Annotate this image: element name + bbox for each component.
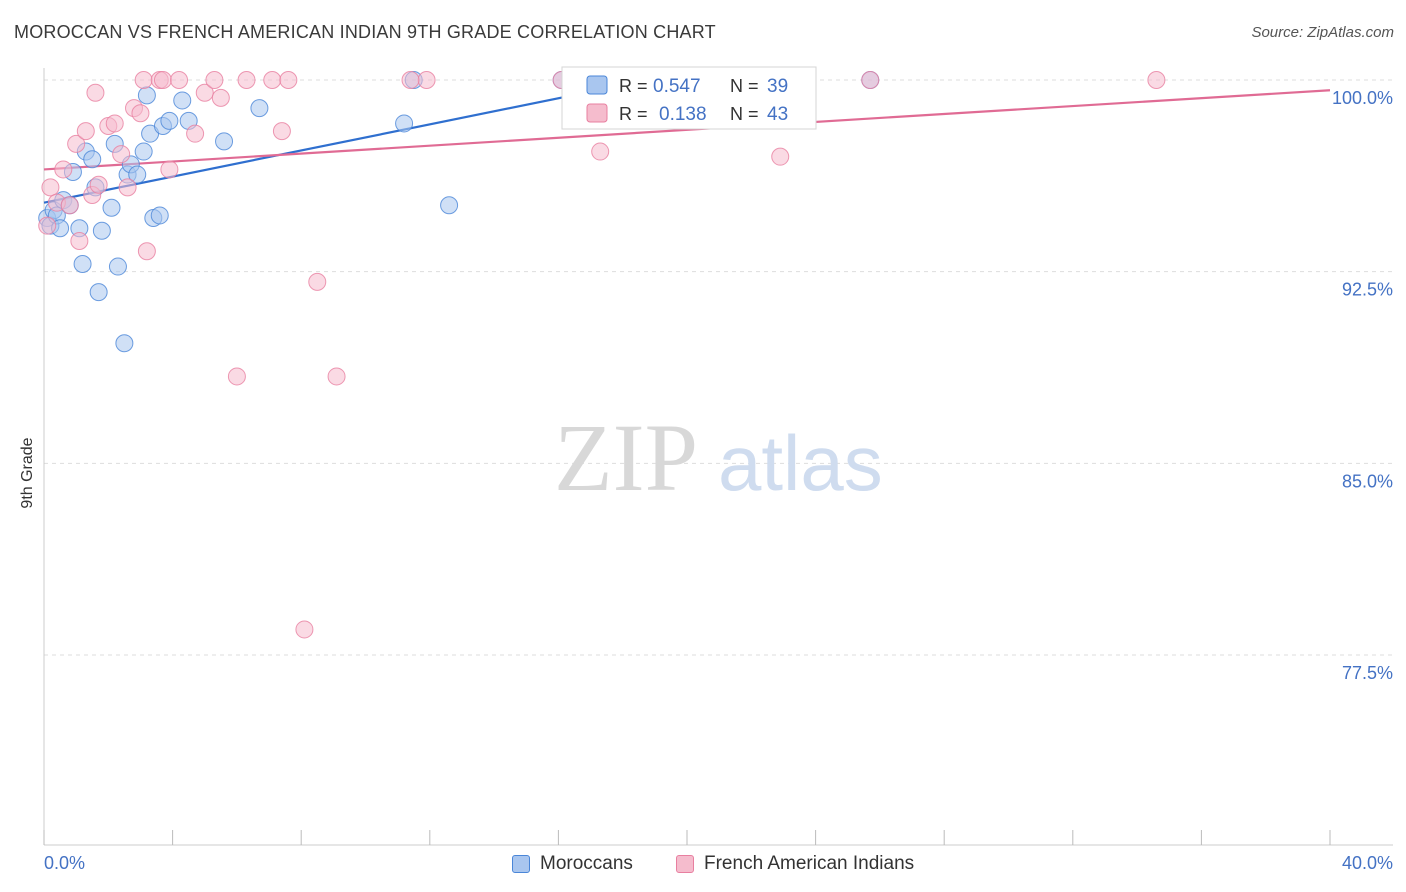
trendline-french-american-indians — [43, 89, 1331, 171]
y-tick-label-1: 85.0% — [1342, 471, 1393, 491]
point-moroccans-18 — [115, 334, 134, 353]
point-french-american-indians-34 — [327, 367, 346, 386]
point-french-american-indians-23 — [186, 124, 205, 143]
legend-swatch-blue — [586, 75, 608, 95]
point-french-american-indians-28 — [237, 71, 256, 89]
point-moroccans-35 — [440, 196, 459, 215]
y-tick-label-2: 92.5% — [1342, 280, 1393, 300]
point-moroccans-31 — [215, 132, 234, 151]
x-tick-label-0: 0.0% — [44, 853, 85, 873]
point-moroccans-11 — [83, 150, 102, 169]
chart-title: MOROCCAN VS FRENCH AMERICAN INDIAN 9TH G… — [14, 22, 716, 42]
point-moroccans-22 — [134, 142, 153, 161]
point-french-american-indians-12 — [105, 114, 124, 133]
point-moroccans-21 — [128, 165, 147, 184]
point-french-american-indians-30 — [272, 122, 291, 141]
trendline-moroccans — [43, 78, 649, 204]
point-french-american-indians-5 — [67, 134, 86, 153]
point-french-american-indians-26 — [211, 88, 230, 107]
point-french-american-indians-39 — [771, 147, 790, 166]
source-label: Source: ZipAtlas.com — [1251, 24, 1394, 41]
x-tick-label-1: 40.0% — [1342, 853, 1393, 873]
point-french-american-indians-7 — [76, 122, 95, 141]
point-french-american-indians-32 — [295, 620, 314, 639]
point-french-american-indians-41 — [1147, 71, 1166, 89]
point-french-american-indians-29 — [263, 71, 282, 89]
point-french-american-indians-40 — [861, 71, 880, 89]
point-moroccans-23 — [137, 86, 156, 105]
legend-r-value-2: 0.138 — [659, 104, 707, 125]
bottom-legend-item-moroccans: Moroccans — [512, 853, 633, 875]
point-french-american-indians-0 — [38, 216, 57, 235]
point-moroccans-33 — [395, 114, 414, 133]
point-french-american-indians-21 — [160, 160, 179, 179]
data-points — [38, 71, 1166, 639]
point-french-american-indians-33 — [308, 272, 327, 291]
y-tick-label-0: 77.5% — [1342, 663, 1393, 683]
bottom-legend-swatch-blue — [512, 855, 530, 873]
gridlines — [44, 79, 1393, 656]
point-french-american-indians-27 — [227, 367, 246, 386]
point-french-american-indians-25 — [205, 71, 224, 89]
legend-n-label-1: N = — [730, 76, 759, 96]
tick-labels: 77.5% 85.0% 92.5% 100.0% 0.0% 40.0% — [44, 88, 1393, 873]
legend-box: R = 0.547 N = 39 R = 0.138 N = 43 — [561, 66, 817, 130]
point-french-american-indians-37 — [591, 142, 610, 161]
point-moroccans-9 — [73, 255, 92, 273]
watermark-atlas: atlas — [718, 419, 883, 507]
point-french-american-indians-31 — [279, 71, 298, 89]
point-french-american-indians-16 — [131, 104, 150, 123]
point-moroccans-28 — [160, 111, 179, 130]
point-french-american-indians-42 — [401, 71, 420, 89]
bottom-legend: Moroccans French American Indians — [0, 850, 1406, 880]
legend-n-value-1: 39 — [767, 76, 788, 97]
point-french-american-indians-17 — [134, 71, 153, 89]
point-french-american-indians-10 — [89, 175, 108, 194]
legend-r-label-2: R = — [619, 104, 648, 124]
legend-r-label-1: R = — [619, 76, 648, 96]
legend-swatch-pink — [586, 103, 608, 123]
point-french-american-indians-9 — [86, 83, 105, 102]
bottom-legend-item-french-american-indians: French American Indians — [676, 853, 914, 875]
point-moroccans-26 — [150, 206, 169, 225]
trendlines — [43, 78, 1331, 204]
point-french-american-indians-13 — [112, 145, 131, 164]
point-french-american-indians-3 — [54, 160, 73, 179]
point-french-american-indians-22 — [170, 71, 189, 89]
bottom-legend-label-moroccans: Moroccans — [540, 853, 633, 874]
legend-n-value-2: 43 — [767, 104, 788, 125]
legend-n-label-2: N = — [730, 104, 759, 124]
bottom-legend-label-french-american-indians: French American Indians — [704, 853, 915, 874]
point-moroccans-32 — [250, 99, 269, 118]
point-moroccans-15 — [102, 198, 121, 217]
point-french-american-indians-6 — [70, 232, 89, 250]
point-moroccans-13 — [89, 283, 108, 302]
watermark-zip: ZIP — [554, 404, 698, 511]
point-french-american-indians-20 — [153, 71, 172, 89]
watermark: ZIP atlas — [554, 404, 883, 511]
point-moroccans-14 — [92, 221, 111, 240]
legend-r-value-1: 0.547 — [653, 76, 701, 97]
bottom-legend-swatch-pink — [676, 855, 694, 873]
point-french-american-indians-24 — [195, 83, 214, 102]
axes — [43, 68, 1393, 846]
point-french-american-indians-18 — [137, 242, 156, 261]
y-tick-label-3: 100.0% — [1332, 88, 1393, 108]
point-french-american-indians-14 — [118, 178, 137, 197]
point-french-american-indians-4 — [60, 196, 79, 215]
point-moroccans-17 — [108, 257, 127, 276]
point-moroccans-29 — [173, 91, 192, 110]
point-french-american-indians-1 — [41, 178, 60, 197]
point-french-american-indians-35 — [417, 71, 436, 89]
